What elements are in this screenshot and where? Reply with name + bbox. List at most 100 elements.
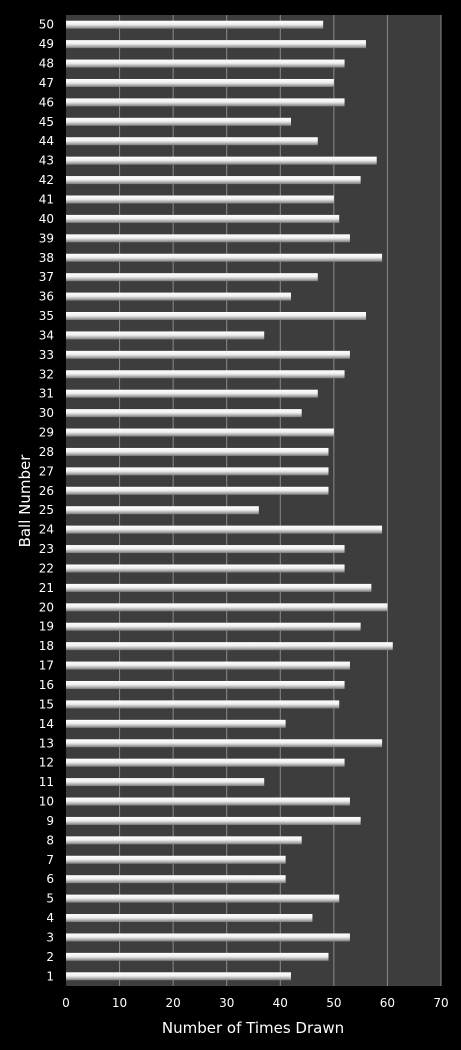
y-tick-label-27: 27	[39, 464, 54, 478]
x-tick-label-50: 50	[326, 996, 341, 1010]
bar-ball-40	[66, 214, 340, 223]
y-tick-label-15: 15	[39, 697, 54, 711]
bar-ball-5	[66, 894, 340, 903]
bar-ball-4	[66, 914, 313, 923]
x-tick-labels: 0 10 20 30 40 50 60 70	[62, 996, 448, 1010]
y-tick-label-2: 2	[46, 950, 54, 964]
y-tick-label-19: 19	[39, 620, 54, 634]
x-tick-label-70: 70	[433, 996, 448, 1010]
bar-ball-30	[66, 409, 302, 418]
y-tick-label-33: 33	[39, 348, 54, 362]
y-tick-label-48: 48	[39, 57, 54, 71]
bar-ball-35	[66, 312, 366, 321]
y-tick-label-16: 16	[39, 678, 54, 692]
bar-ball-8	[66, 836, 302, 845]
y-tick-label-28: 28	[39, 445, 54, 459]
y-tick-label-42: 42	[39, 173, 54, 187]
bar-ball-2	[66, 952, 329, 961]
y-tick-labels: 1234567891011121314151617181920212223242…	[39, 18, 54, 984]
x-tick-label-30: 30	[219, 996, 234, 1010]
bar-ball-37	[66, 273, 318, 282]
bar-ball-28	[66, 447, 329, 456]
y-tick-label-34: 34	[39, 328, 54, 342]
bar-ball-41	[66, 195, 334, 204]
bar-ball-38	[66, 253, 383, 262]
bar-ball-43	[66, 156, 377, 165]
y-tick-label-21: 21	[39, 581, 54, 595]
bar-ball-20	[66, 603, 388, 612]
bar-ball-29	[66, 428, 334, 437]
bar-ball-13	[66, 739, 383, 748]
bar-ball-27	[66, 467, 329, 476]
bars	[66, 20, 393, 981]
y-tick-label-31: 31	[39, 387, 54, 401]
y-tick-label-4: 4	[46, 911, 54, 925]
y-tick-label-1: 1	[46, 969, 54, 983]
x-tick-label-20: 20	[166, 996, 181, 1010]
y-tick-label-35: 35	[39, 309, 54, 323]
bar-ball-25	[66, 506, 259, 515]
y-tick-label-45: 45	[39, 115, 54, 129]
y-tick-label-11: 11	[39, 775, 54, 789]
y-tick-label-49: 49	[39, 37, 54, 51]
y-tick-label-17: 17	[39, 659, 54, 673]
y-tick-label-12: 12	[39, 756, 54, 770]
bar-ball-12	[66, 758, 345, 767]
y-tick-label-37: 37	[39, 270, 54, 284]
y-tick-label-9: 9	[46, 814, 54, 828]
y-tick-label-38: 38	[39, 251, 54, 265]
y-tick-label-50: 50	[39, 18, 54, 32]
y-tick-label-18: 18	[39, 639, 54, 653]
bar-ball-7	[66, 855, 286, 864]
y-tick-label-43: 43	[39, 154, 54, 168]
bar-ball-15	[66, 700, 340, 709]
bar-ball-18	[66, 642, 393, 651]
y-tick-label-40: 40	[39, 212, 54, 226]
y-tick-label-29: 29	[39, 426, 54, 440]
y-tick-label-22: 22	[39, 561, 54, 575]
bar-ball-9	[66, 816, 361, 825]
bar-ball-16	[66, 680, 345, 689]
x-tick-label-10: 10	[112, 996, 127, 1010]
bar-ball-44	[66, 137, 318, 146]
bar-ball-19	[66, 622, 361, 631]
bar-ball-23	[66, 545, 345, 554]
y-tick-label-36: 36	[39, 290, 54, 304]
bar-ball-3	[66, 933, 350, 942]
bar-ball-36	[66, 292, 291, 301]
y-tick-label-44: 44	[39, 134, 54, 148]
y-tick-label-24: 24	[39, 523, 54, 537]
y-tick-label-3: 3	[46, 930, 54, 944]
bar-ball-31	[66, 389, 318, 398]
y-tick-label-6: 6	[46, 872, 54, 886]
bar-ball-10	[66, 797, 350, 806]
bar-ball-39	[66, 234, 350, 243]
bar-ball-48	[66, 59, 345, 68]
bar-ball-34	[66, 331, 265, 340]
y-tick-label-30: 30	[39, 406, 54, 420]
y-axis-title: Ball Number	[16, 454, 34, 548]
bar-ball-24	[66, 525, 383, 534]
x-axis-title: Number of Times Drawn	[162, 1019, 344, 1037]
y-tick-label-32: 32	[39, 367, 54, 381]
bar-ball-17	[66, 661, 350, 670]
bar-ball-22	[66, 564, 345, 573]
bar-ball-46	[66, 98, 345, 107]
x-tick-label-40: 40	[273, 996, 288, 1010]
y-tick-label-23: 23	[39, 542, 54, 556]
y-tick-label-46: 46	[39, 95, 54, 109]
y-tick-label-10: 10	[39, 795, 54, 809]
bar-ball-32	[66, 370, 345, 379]
y-tick-label-5: 5	[46, 892, 54, 906]
y-tick-label-8: 8	[46, 833, 54, 847]
y-tick-label-47: 47	[39, 76, 54, 90]
y-tick-label-25: 25	[39, 503, 54, 517]
y-tick-label-13: 13	[39, 736, 54, 750]
y-tick-label-14: 14	[39, 717, 54, 731]
bar-ball-42	[66, 176, 361, 185]
bar-ball-50	[66, 20, 324, 29]
bar-ball-1	[66, 972, 291, 981]
bar-ball-45	[66, 117, 291, 126]
bar-ball-47	[66, 78, 334, 87]
